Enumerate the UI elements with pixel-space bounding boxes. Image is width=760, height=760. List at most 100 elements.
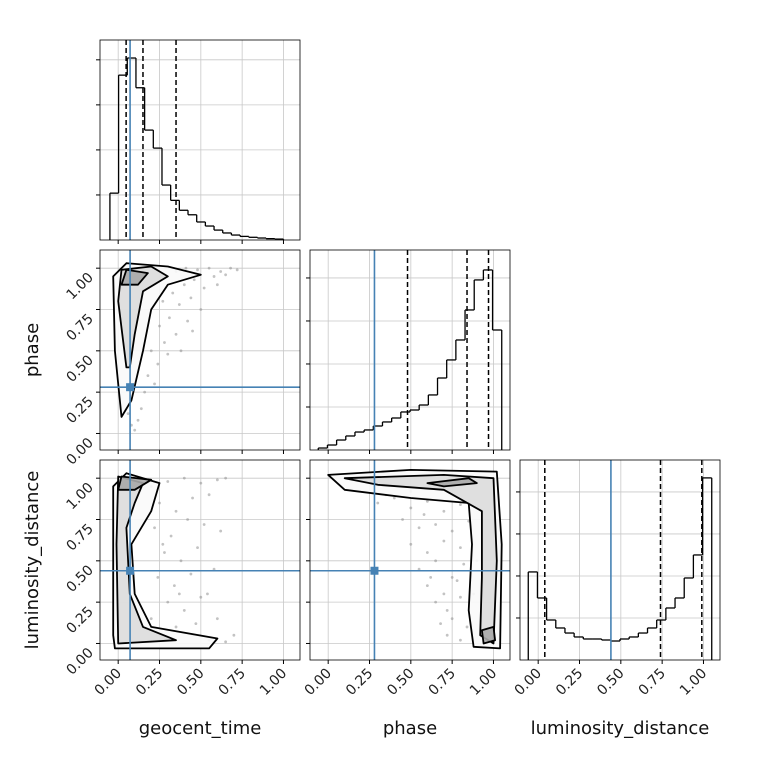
sample-point bbox=[136, 418, 140, 422]
x-tick-label: 0.25 bbox=[343, 666, 376, 699]
sample-point bbox=[156, 575, 160, 579]
plot-area bbox=[310, 460, 510, 660]
panel: 0.00 0.25 0.50 0.75 1.00 luminosity_distance bbox=[512, 459, 721, 739]
sample-point bbox=[149, 349, 153, 353]
sample-point bbox=[224, 640, 228, 644]
y-tick-label: 1.00 bbox=[63, 480, 96, 513]
sample-point bbox=[158, 324, 161, 328]
sample-point bbox=[212, 275, 216, 278]
sample-point bbox=[232, 633, 236, 637]
sample-point bbox=[417, 567, 421, 571]
sample-point bbox=[442, 509, 446, 513]
sample-point bbox=[163, 551, 166, 554]
panel-frame bbox=[519, 459, 721, 661]
truth-marker bbox=[126, 566, 135, 575]
sample-point bbox=[174, 332, 178, 336]
sample-point bbox=[153, 382, 156, 386]
sample-point bbox=[186, 319, 190, 323]
sample-point bbox=[139, 407, 143, 411]
sample-point bbox=[199, 308, 203, 311]
sample-point bbox=[202, 286, 206, 290]
panel-frame bbox=[99, 459, 301, 661]
contour bbox=[426, 477, 478, 488]
sample-point bbox=[401, 518, 404, 521]
sample-point bbox=[224, 273, 228, 277]
sample-point bbox=[215, 283, 219, 287]
x-tick-label: 0.75 bbox=[426, 666, 459, 699]
y-tick-label: 0.50 bbox=[63, 352, 96, 385]
sample-point bbox=[191, 496, 194, 500]
panel-frame bbox=[309, 459, 511, 661]
sample-point bbox=[409, 506, 413, 510]
x-tick-label: 0.25 bbox=[553, 666, 586, 699]
sample-point bbox=[161, 542, 165, 546]
sample-point bbox=[158, 501, 161, 505]
sample-point bbox=[168, 316, 171, 320]
sample-point bbox=[450, 575, 454, 579]
sample-point bbox=[177, 303, 181, 306]
sample-point bbox=[219, 270, 223, 273]
contour bbox=[343, 474, 498, 645]
sample-point bbox=[434, 523, 438, 526]
contour bbox=[112, 472, 219, 650]
sample-point bbox=[174, 509, 178, 513]
y-axis-label: luminosity_distance bbox=[22, 471, 43, 650]
sample-point bbox=[199, 481, 203, 485]
x-axis-label: luminosity_distance bbox=[531, 718, 710, 739]
sample-point bbox=[191, 329, 194, 333]
x-tick-label: 0.50 bbox=[384, 666, 417, 699]
sample-point bbox=[199, 595, 203, 599]
sample-point bbox=[442, 592, 446, 596]
sample-point bbox=[166, 480, 170, 483]
truth-marker bbox=[126, 383, 135, 392]
sample-point bbox=[177, 592, 181, 596]
sample-point bbox=[219, 529, 223, 533]
panel-frame bbox=[309, 249, 511, 451]
sample-point bbox=[445, 609, 449, 612]
y-tick-label: 0.00 bbox=[63, 645, 96, 678]
sample-point bbox=[126, 412, 130, 416]
sample-point bbox=[156, 362, 160, 366]
sample-point bbox=[392, 496, 396, 500]
sample-point bbox=[179, 559, 183, 563]
sample-point bbox=[425, 499, 429, 503]
sample-point bbox=[465, 625, 469, 629]
sample-point bbox=[455, 579, 459, 583]
contour bbox=[117, 475, 153, 491]
sample-point bbox=[376, 501, 380, 505]
y-tick-label: 1.00 bbox=[63, 270, 96, 303]
y-tick-label: 0.25 bbox=[63, 394, 96, 427]
sample-point bbox=[192, 278, 196, 282]
sample-point bbox=[425, 551, 429, 554]
sample-point bbox=[179, 349, 183, 353]
x-tick-label: 0.75 bbox=[636, 666, 669, 699]
sample-point bbox=[207, 493, 211, 497]
sample-point bbox=[161, 299, 165, 303]
sample-point bbox=[202, 523, 206, 526]
sample-point bbox=[417, 526, 421, 530]
sample-point bbox=[434, 600, 438, 604]
plot-area bbox=[100, 460, 300, 660]
sample-point bbox=[163, 341, 166, 344]
sample-point bbox=[182, 283, 186, 287]
plot-area bbox=[310, 250, 510, 450]
sample-point bbox=[171, 291, 175, 295]
y-axis-label: phase bbox=[22, 323, 43, 377]
sample-point bbox=[450, 617, 454, 621]
x-axis-label: phase bbox=[383, 718, 437, 739]
sample-point bbox=[189, 572, 193, 576]
truth-marker bbox=[370, 566, 379, 575]
plot-area bbox=[100, 40, 300, 240]
sample-point bbox=[215, 617, 219, 621]
panel: 0.00 0.25 0.50 0.75 1.000.000.250.500.751.00… bbox=[22, 459, 301, 739]
sample-point bbox=[172, 584, 176, 588]
panel-frame bbox=[99, 249, 301, 451]
sample-point bbox=[194, 622, 198, 626]
plot-area bbox=[100, 250, 300, 450]
x-tick-label: 1.00 bbox=[467, 666, 500, 699]
sample-point bbox=[166, 352, 170, 356]
plot-area bbox=[520, 460, 720, 660]
sample-point bbox=[409, 542, 413, 546]
